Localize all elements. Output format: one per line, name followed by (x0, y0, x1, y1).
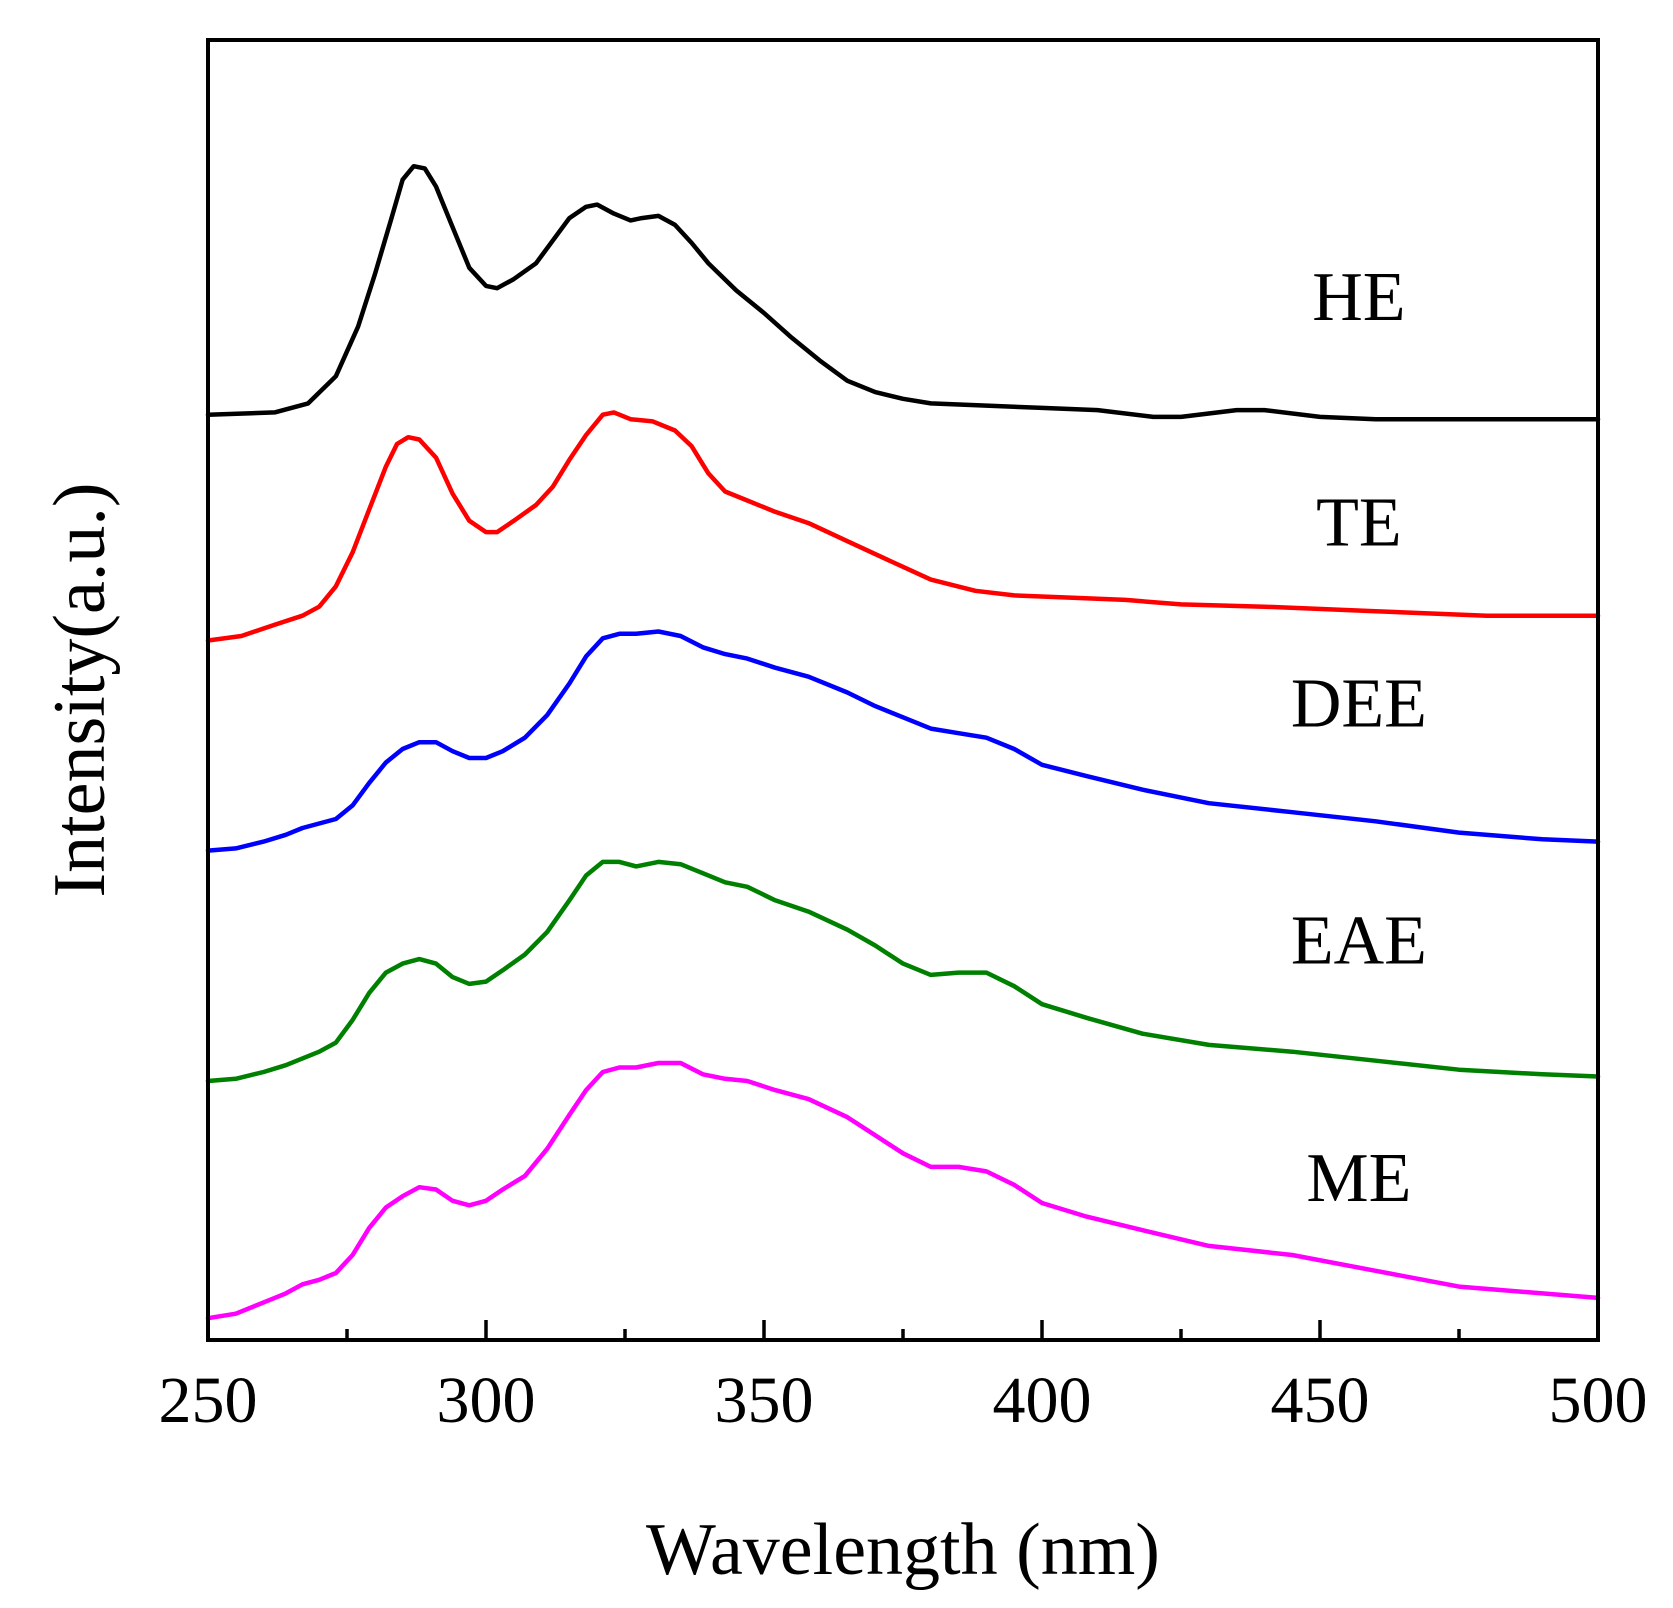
series-layer (205, 163, 1601, 1321)
series-label-eae: EAE (1291, 903, 1427, 980)
series-line-eae (205, 859, 1601, 1084)
series-line-he (205, 163, 1601, 422)
series-line-me (205, 1060, 1601, 1321)
x-tick-label: 350 (715, 1364, 814, 1437)
x-tick-label: 300 (437, 1364, 536, 1437)
series-label-me: ME (1306, 1140, 1411, 1217)
series-label-te: TE (1316, 485, 1402, 562)
x-tick-label: 250 (159, 1364, 258, 1437)
series-line-dee (205, 629, 1601, 853)
x-tick-label: 450 (1271, 1364, 1370, 1437)
x-axis-title: Wavelength (nm) (646, 1509, 1160, 1591)
series-label-dee: DEE (1291, 665, 1427, 742)
series-label-layer: HE TE DEE EAE ME (1291, 259, 1427, 1217)
y-axis-title: Intensity(a.u.) (39, 482, 121, 897)
x-axis-ticks: 250 300 350 400 450 500 (159, 1320, 1648, 1437)
x-tick-label: 400 (993, 1364, 1092, 1437)
series-line-te (205, 410, 1601, 643)
series-label-he: HE (1312, 259, 1405, 336)
x-tick-label: 500 (1549, 1364, 1648, 1437)
